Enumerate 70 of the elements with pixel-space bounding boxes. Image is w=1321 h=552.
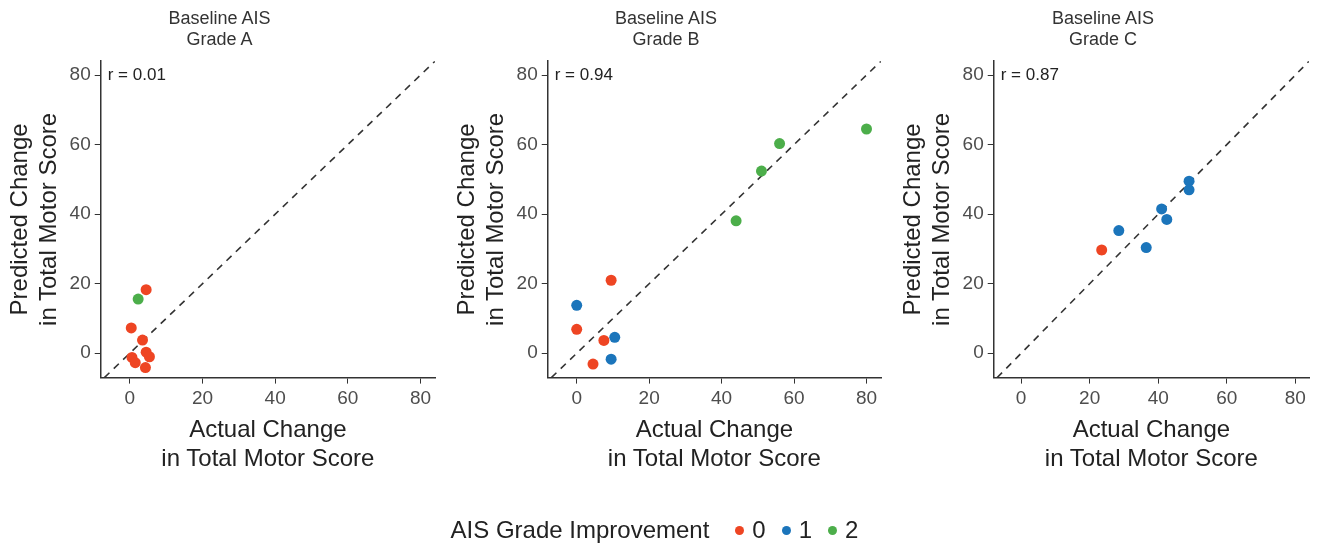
y-tick-label: 80 <box>516 63 538 85</box>
y-axis-title: Predicted Change in Total Motor Score <box>898 112 954 326</box>
point <box>1183 184 1195 196</box>
x-tick-label: 20 <box>191 387 214 409</box>
point <box>730 215 742 227</box>
annotation: r = 0.01 <box>107 65 166 85</box>
chart-title: Baseline AIS Grade B <box>614 7 718 50</box>
legend-label: 0 <box>752 516 766 544</box>
point <box>609 331 621 343</box>
annotation: r = 0.94 <box>554 65 613 85</box>
x-tick-label: 80 <box>409 387 432 409</box>
x-tick-label: 60 <box>337 387 359 409</box>
point <box>571 299 583 311</box>
y-tick-label: 20 <box>962 271 984 293</box>
x-axis-title: Actual Change in Total Motor Score <box>607 415 821 472</box>
point <box>1096 244 1108 256</box>
x-tick-label: 40 <box>1147 387 1169 409</box>
x-tick-label: 60 <box>783 387 805 409</box>
annotation: r = 0.87 <box>1000 65 1059 85</box>
y-tick-label: 60 <box>962 132 984 154</box>
y-tick-label: 60 <box>516 132 538 154</box>
point <box>129 357 141 369</box>
y-tick-label: 80 <box>69 63 91 85</box>
chart-title: Baseline AIS Grade A <box>168 7 271 50</box>
y-tick-label: 0 <box>80 341 91 363</box>
y-tick-label: 40 <box>69 202 91 224</box>
point <box>605 353 617 365</box>
x-tick-label: 40 <box>711 387 733 409</box>
x-axis-title: Actual Change in Total Motor Score <box>161 415 375 472</box>
y-tick-label: 80 <box>962 63 984 85</box>
point <box>132 293 144 305</box>
point <box>140 284 152 296</box>
y-tick-label: 40 <box>962 202 984 224</box>
y-tick-label: 20 <box>516 271 538 293</box>
x-tick-label: 80 <box>855 387 878 409</box>
point <box>605 274 617 286</box>
chart-title: Baseline AIS Grade C <box>1051 7 1155 50</box>
legend-title: AIS Grade Improvement <box>450 516 710 544</box>
point <box>1113 225 1125 237</box>
point <box>587 358 599 370</box>
legend-label: 2 <box>845 516 859 544</box>
x-tick-label: 80 <box>1284 387 1306 409</box>
point <box>774 138 786 150</box>
legend-label: 1 <box>798 516 813 544</box>
point <box>571 323 583 335</box>
point <box>1140 242 1152 254</box>
point <box>139 362 151 374</box>
point <box>1156 203 1168 215</box>
y-tick-label: 20 <box>69 271 91 293</box>
y-tick-label: 0 <box>527 341 538 363</box>
x-tick-label: 60 <box>1216 387 1238 409</box>
point <box>143 351 155 363</box>
y-tick-label: 0 <box>973 341 984 363</box>
point <box>1161 213 1173 225</box>
point <box>137 334 149 346</box>
y-tick-label: 40 <box>516 202 538 224</box>
point <box>125 322 137 334</box>
point <box>755 165 767 177</box>
point <box>861 123 873 135</box>
y-tick-label: 60 <box>69 132 91 154</box>
x-tick-label: 20 <box>1079 387 1101 409</box>
x-axis-title: Actual Change in Total Motor Score <box>1044 415 1258 472</box>
x-tick-label: 0 <box>124 387 136 409</box>
y-axis-title: Predicted Change in Total Motor Score <box>5 112 61 326</box>
y-axis-title: Predicted Change in Total Motor Score <box>452 112 508 326</box>
x-tick-label: 0 <box>571 387 582 409</box>
x-tick-label: 0 <box>1015 387 1027 409</box>
point <box>598 334 610 346</box>
x-tick-label: 40 <box>264 387 286 409</box>
x-tick-label: 20 <box>638 387 660 409</box>
